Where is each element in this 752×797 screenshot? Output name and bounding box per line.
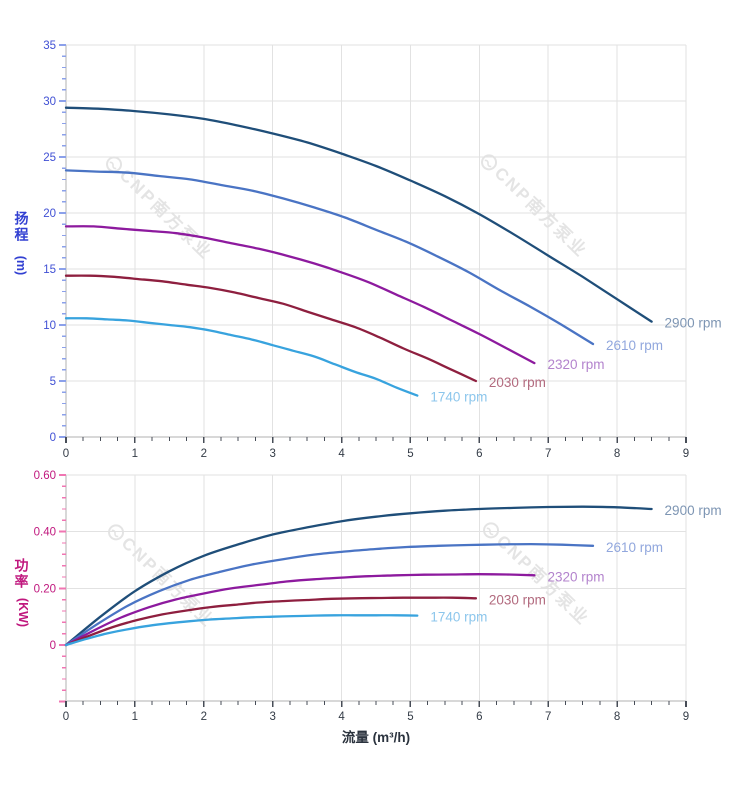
- watermark: CNP南方泵业: [101, 148, 220, 264]
- series-label-2030rpm: 2030 rpm: [489, 592, 546, 607]
- series-label-2900rpm: 2900 rpm: [665, 503, 722, 518]
- x-tick-label: 8: [614, 711, 620, 723]
- cnp-logo-icon: [108, 524, 125, 541]
- x-tick-label: 3: [269, 448, 275, 460]
- x-tick-label: 1: [132, 711, 138, 723]
- x-tick-label: 3: [269, 711, 275, 723]
- x-tick-label: 6: [476, 711, 482, 723]
- y-tick-label: 0.20: [34, 583, 56, 595]
- series-label-1740rpm: 1740 rpm: [430, 610, 487, 625]
- x-tick-label: 7: [545, 448, 551, 460]
- gridlines: [66, 44, 687, 437]
- x-tick-label: 0: [63, 711, 69, 723]
- y-tick-label: 0: [50, 432, 56, 444]
- x-tick-label: 5: [407, 448, 413, 460]
- x-tick-label: 9: [683, 711, 689, 723]
- gridlines: [66, 474, 687, 701]
- head-curve-2900rpm: [64, 106, 653, 323]
- x-tick-label: 4: [338, 448, 345, 460]
- power-curve-1740rpm: [64, 614, 419, 647]
- head-curve-2610rpm: [64, 169, 595, 346]
- axes: [59, 474, 687, 707]
- head-curve-1740rpm: [64, 317, 419, 397]
- watermark: CNP南方泵业: [103, 516, 222, 632]
- y-tick-label: 25: [43, 152, 56, 164]
- power-curve-2610rpm: [64, 542, 595, 647]
- x-tick-label: 4: [338, 711, 345, 723]
- power-axis-unit: (KW): [16, 597, 31, 628]
- head-curve-2320rpm: [64, 225, 536, 365]
- y-tick-label: 35: [43, 40, 56, 52]
- x-tick-label: 2: [201, 448, 207, 460]
- power-curve-2320rpm: [64, 573, 536, 647]
- x-tick-label: 5: [407, 711, 413, 723]
- y-tick-label: 10: [43, 320, 56, 332]
- series-label-2610rpm: 2610 rpm: [606, 338, 663, 353]
- x-tick-label: 6: [476, 448, 482, 460]
- series-label-2610rpm: 2610 rpm: [606, 540, 663, 555]
- axes: [59, 44, 687, 443]
- power-curve-2030rpm: [64, 596, 478, 647]
- head-axis-unit: (m): [14, 255, 29, 276]
- x-tick-label: 0: [63, 448, 69, 460]
- y-tick-label: 5: [50, 376, 56, 388]
- y-tick-label: 0: [50, 640, 56, 652]
- series-label-2320rpm: 2320 rpm: [547, 357, 604, 372]
- series-label-1740rpm: 1740 rpm: [430, 390, 487, 405]
- power-axis-title: 功率 (KW): [8, 558, 34, 627]
- head-curve-2030rpm: [64, 274, 478, 383]
- y-tick-label: 0.40: [34, 527, 56, 539]
- x-tick-label: 8: [614, 448, 620, 460]
- series-label-2030rpm: 2030 rpm: [489, 375, 546, 390]
- y-tick-label: 0.60: [34, 470, 56, 482]
- x-tick-label: 9: [683, 448, 689, 460]
- y-tick-label: 30: [43, 96, 56, 108]
- x-tick-label: 2: [201, 711, 207, 723]
- y-tick-label: 20: [43, 208, 56, 220]
- series-label-2320rpm: 2320 rpm: [547, 569, 604, 584]
- cnp-logo-icon: [106, 156, 123, 173]
- head-axis-title: 扬程 (m): [8, 211, 34, 276]
- y-tick-label: 15: [43, 264, 56, 276]
- power-axis-title-text: 功率: [13, 558, 30, 590]
- head-axis-title-text: 扬程: [13, 211, 30, 243]
- flow-axis-title: 流量 (m³/h): [341, 730, 411, 745]
- x-tick-label: 1: [132, 448, 138, 460]
- x-tick-label: 7: [545, 711, 551, 723]
- series-label-2900rpm: 2900 rpm: [665, 316, 722, 331]
- power-curve-2900rpm: [64, 505, 653, 647]
